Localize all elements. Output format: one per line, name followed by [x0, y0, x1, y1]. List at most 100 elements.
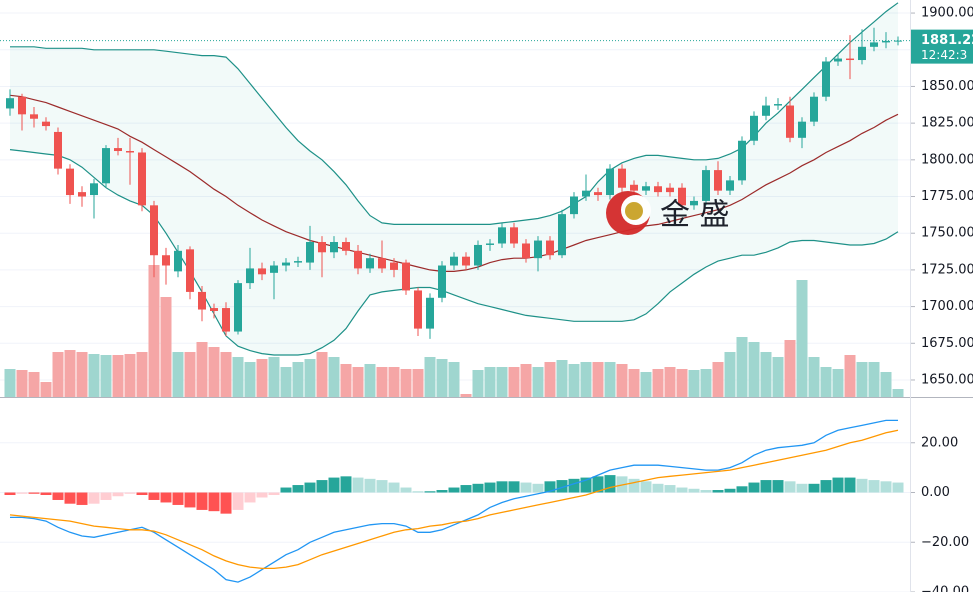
candle-body — [450, 256, 458, 266]
candle-body — [546, 240, 554, 256]
histogram-bar — [172, 492, 184, 505]
volume-bar — [244, 362, 256, 397]
volume-bar — [892, 389, 904, 397]
volume-bar — [172, 352, 184, 397]
histogram-bar — [784, 481, 796, 493]
y-tick-label: 1850.00 — [921, 79, 973, 94]
candle-body — [234, 283, 242, 332]
histogram-bar — [100, 492, 112, 500]
candle-body — [126, 151, 134, 153]
volume-bar — [880, 372, 892, 397]
volume-bar — [136, 352, 148, 397]
histogram-bar — [820, 480, 832, 493]
volume-bar — [520, 364, 532, 397]
volume-bar — [736, 337, 748, 397]
histogram-bar — [352, 477, 364, 493]
volume-bar — [88, 354, 100, 397]
histogram-bar — [328, 477, 340, 493]
volume-bar — [856, 362, 868, 397]
histogram-bar — [844, 477, 856, 493]
macd-line — [9, 429, 899, 570]
histogram-bar — [880, 481, 892, 493]
candle-body — [282, 262, 290, 266]
candle-body — [426, 297, 434, 329]
histogram-bar — [868, 480, 880, 493]
candle-body — [522, 243, 530, 259]
volume-bar — [472, 370, 484, 397]
last-time-label: 12:42:3 — [921, 48, 967, 62]
y-tick-label: −20.00 — [921, 535, 969, 550]
candle-body — [630, 184, 638, 191]
candle-body — [210, 308, 218, 311]
price-pane — [0, 2, 910, 397]
candle-body — [78, 192, 86, 197]
volume-bar — [604, 362, 616, 397]
histogram-bar — [460, 485, 472, 493]
histogram-bar — [388, 482, 400, 493]
histogram-bar — [856, 478, 868, 493]
histogram-bar — [520, 482, 532, 493]
candle-body — [162, 255, 170, 266]
candle-body — [378, 258, 386, 269]
histogram-bar — [28, 492, 40, 494]
macd-line — [10, 419, 898, 583]
volume-bar — [64, 350, 76, 397]
volume-bar — [220, 352, 232, 397]
candle-body — [66, 168, 74, 196]
histogram-bar — [184, 492, 196, 508]
volume-bar — [160, 297, 172, 397]
volume-bar — [412, 369, 424, 397]
volume-bar — [388, 367, 400, 397]
volume-bar — [364, 364, 376, 397]
volume-bar — [820, 367, 832, 397]
y-tick-label: 0.00 — [921, 485, 950, 500]
volume-bar — [16, 370, 28, 397]
histogram-bar — [652, 483, 664, 493]
candle-body — [618, 168, 626, 188]
volume-bar — [556, 360, 568, 397]
volume-bar — [616, 364, 628, 397]
candle-body — [510, 227, 518, 244]
histogram-bar — [412, 491, 424, 493]
volume-bar — [784, 340, 796, 397]
histogram-bar — [760, 480, 772, 493]
volume-bar — [4, 369, 16, 397]
candle-body — [714, 170, 722, 191]
candle-body — [138, 152, 146, 206]
candle-body — [366, 258, 374, 269]
histogram-bar — [76, 492, 88, 505]
volume-bar — [316, 352, 328, 397]
histogram-bar — [112, 492, 124, 497]
volume-bar — [532, 367, 544, 397]
volume-bar — [724, 352, 736, 397]
candle-body — [606, 168, 614, 196]
last-price-label: 1881.22 — [921, 33, 973, 48]
histogram-bar — [52, 492, 64, 500]
macd-pane — [0, 419, 910, 592]
volume-bar — [256, 359, 268, 397]
histogram-bar — [364, 478, 376, 493]
candle-body — [102, 148, 110, 184]
y-tick-label: 1675.00 — [921, 336, 973, 351]
histogram-bar — [244, 492, 256, 503]
candle-body — [306, 242, 314, 263]
volume-bar — [376, 367, 388, 397]
histogram-bar — [448, 487, 460, 493]
candle-body — [726, 180, 734, 191]
volume-bar — [664, 367, 676, 397]
y-tick-label: 1775.00 — [921, 189, 973, 204]
candle-body — [858, 46, 866, 61]
candle-body — [6, 98, 14, 109]
volume-bar — [628, 369, 640, 397]
histogram-bar — [544, 481, 556, 493]
candle-body — [414, 290, 422, 329]
volume-bar — [592, 362, 604, 397]
volume-bar — [796, 280, 808, 397]
histogram-bar — [4, 492, 16, 495]
candle-body — [486, 243, 494, 245]
candle-body — [198, 291, 206, 310]
volume-bar — [772, 357, 784, 397]
volume-bar — [40, 382, 52, 397]
watermark-text: 金 盛 — [660, 198, 730, 233]
